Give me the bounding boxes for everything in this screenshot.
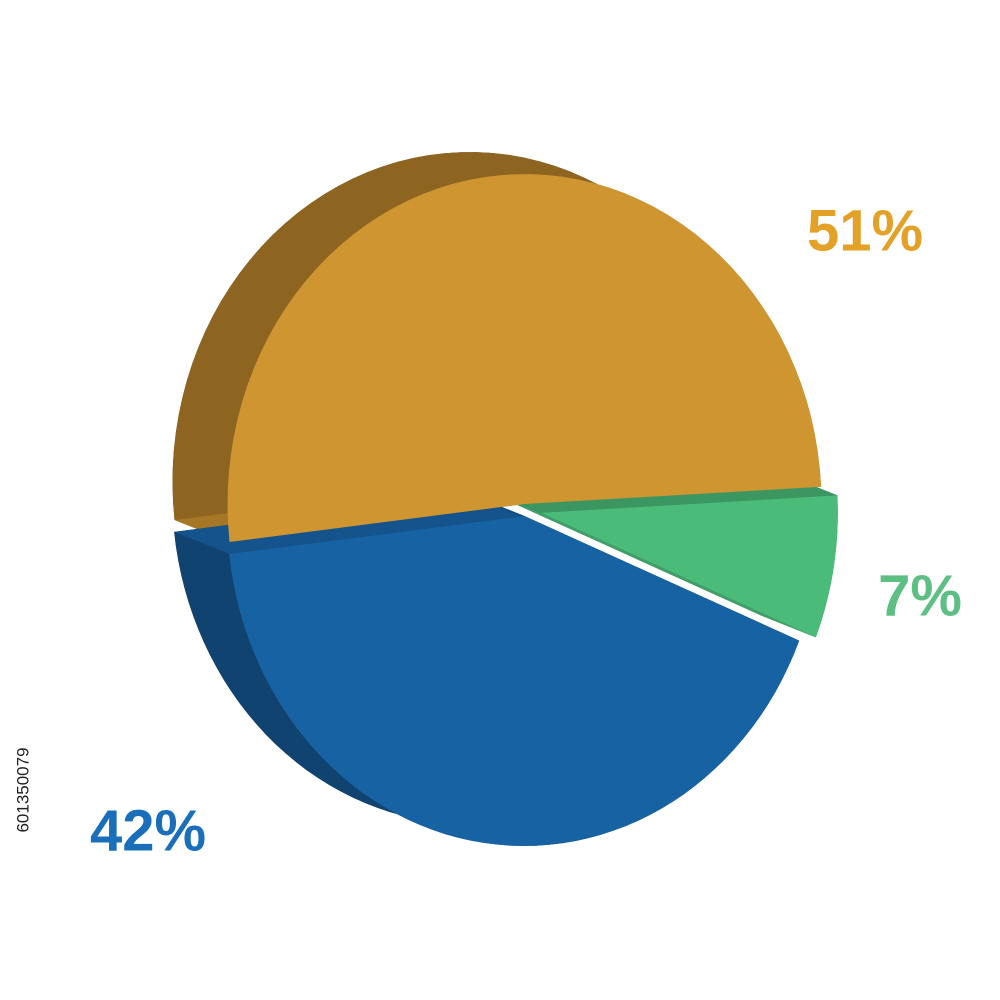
data-label: 42% [90,798,206,863]
slice [227,174,822,542]
slice-side [172,152,822,542]
data-label: 7% [878,563,962,628]
image-id: 601350079 [13,747,32,832]
slice-cut [485,490,816,638]
data-label: 51% [807,198,923,263]
slice [229,515,800,846]
slice [540,495,838,638]
